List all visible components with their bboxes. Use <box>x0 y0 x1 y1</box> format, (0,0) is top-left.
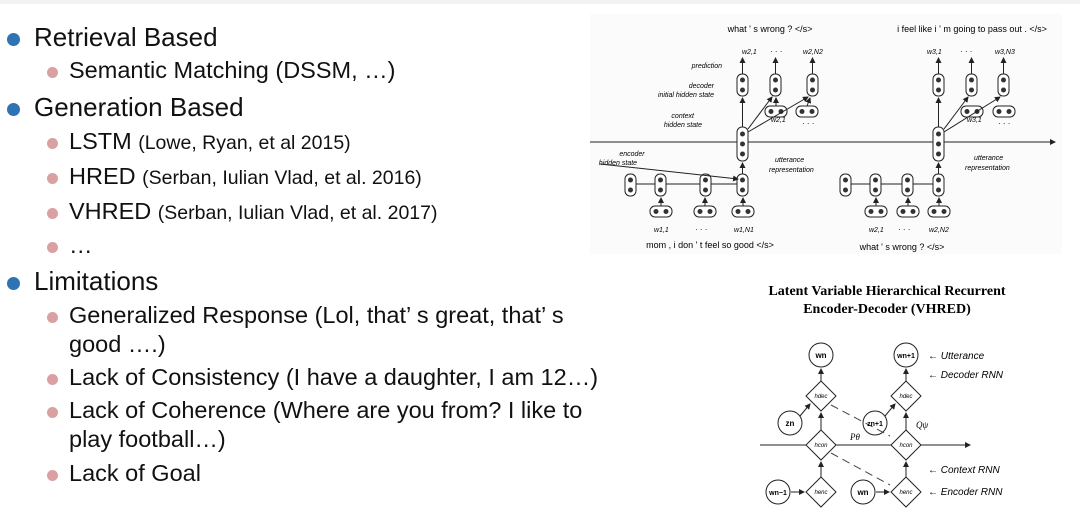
bullet-text: Generalized Response (Lol, that’ s great… <box>69 302 564 328</box>
hred-dots: · · · <box>802 119 814 128</box>
hred-prediction-label: prediction <box>691 63 722 70</box>
vhred-zn: zn <box>786 419 795 428</box>
vhred-zn1: zn+1 <box>867 421 883 428</box>
hred-utt-bot-right: what ' s wrong ? </s> <box>859 242 945 252</box>
vhred-utterance-label: ← Utterance <box>928 351 985 362</box>
bullet-item: good ….) <box>69 331 166 358</box>
vhred-qpsi: Qψ <box>916 420 928 430</box>
hred-utt-top-left: what ' s wrong ? </s> <box>727 24 813 34</box>
hred-context-label-2: hidden state <box>664 122 702 129</box>
vhred-wn1: wn+1 <box>896 353 915 360</box>
bullet-text: play football…) <box>69 426 226 452</box>
vhred-title-line2: Encoder-Decoder (VHRED) <box>803 302 971 317</box>
hred-w31-mid: w3,1 <box>967 117 982 124</box>
hred-dots: · · · <box>770 47 782 56</box>
bullet-text: Generation Based <box>34 92 244 122</box>
bullet-citation: (Serban, Iulian Vlad, et al. 2016) <box>142 167 422 189</box>
bullet-item: HRED (Serban, Iulian Vlad, et al. 2016) <box>69 163 422 190</box>
vhred-diagram: Latent Variable Hierarchical Recurrent E… <box>730 278 1050 510</box>
hred-w21-mid: w2,1 <box>771 117 786 124</box>
bullet-text: good ….) <box>69 331 166 357</box>
hred-w3n: w3,N3 <box>995 49 1015 56</box>
bullet-dot-icon <box>47 374 58 385</box>
bullet-citation: (Serban, Iulian Vlad, et al. 2017) <box>157 202 438 224</box>
bullet-text: Lack of Coherence (Where are you from? I… <box>69 397 583 423</box>
bullet-text: VHRED <box>69 198 158 224</box>
hred-w11: w1,1 <box>654 227 669 234</box>
vhred-hcon: hcon <box>814 443 828 449</box>
vhred-wn: wn <box>814 351 826 360</box>
vhred-hdec-2: hdec <box>899 394 912 400</box>
bullet-item: LSTM (Lowe, Ryan, et al 2015) <box>69 128 351 155</box>
vhred-henc-2: henc <box>899 490 912 496</box>
bullet-text: Semantic Matching (DSSM, …) <box>69 57 396 83</box>
bullet-item: Lack of Consistency (I have a daughter, … <box>69 364 598 391</box>
hred-w2n-bot: w2,N2 <box>929 227 949 234</box>
vhred-encoder-rnn-label: ← Encoder RNN <box>928 487 1003 498</box>
bullet-item: VHRED (Serban, Iulian Vlad, et al. 2017) <box>69 198 437 225</box>
bullet-dot-icon <box>47 67 58 78</box>
bullet-item: play football…) <box>69 426 226 453</box>
vhred-title-line1: Latent Variable Hierarchical Recurrent <box>768 284 1005 299</box>
bullet-text: HRED <box>69 163 143 189</box>
hred-utterance-label-r: utterance <box>974 155 1003 162</box>
bullet-item: Lack of Goal <box>69 460 201 487</box>
hred-encoder-label: encoder <box>619 151 645 158</box>
vhred-context-rnn-label: ← Context RNN <box>928 465 1000 476</box>
bullet-item: … <box>69 232 93 259</box>
hred-diagram: what ' s wrong ? </s> i feel like i ' m … <box>590 14 1062 254</box>
hred-decoder-label: decoder <box>689 83 715 90</box>
hred-utt-top-right: i feel like i ' m going to pass out . </… <box>897 24 1047 34</box>
vhred-hcon-2: hcon <box>899 443 913 449</box>
hred-utterance-label-r2: representation <box>965 165 1010 172</box>
bullet-dot-icon <box>47 208 58 219</box>
bullet-heading: Limitations <box>34 266 158 297</box>
hred-dots: · · · <box>998 119 1010 128</box>
hred-utterance-label: utterance <box>775 157 804 164</box>
bullet-text: Lack of Goal <box>69 460 201 486</box>
bullet-item: Generalized Response (Lol, that’ s great… <box>69 302 564 329</box>
bullet-dot-icon <box>7 277 20 290</box>
bullet-heading: Retrieval Based <box>34 22 218 53</box>
bullet-text: Limitations <box>34 266 159 296</box>
hred-w21-top: w2,1 <box>742 49 757 56</box>
hred-w31-top: w3,1 <box>927 49 942 56</box>
bullet-text: … <box>69 232 93 258</box>
bullet-dot-icon <box>47 138 58 149</box>
vhred-decoder-rnn-label: ← Decoder RNN <box>928 370 1004 381</box>
bullet-text: Retrieval Based <box>34 22 218 52</box>
hred-dots: · · · <box>695 225 707 234</box>
bullet-dot-icon <box>47 242 58 253</box>
vhred-henc: henc <box>814 490 827 496</box>
bullet-text: Lack of Consistency (I have a daughter, … <box>69 364 599 390</box>
vhred-wn-bottom: wn <box>856 488 868 497</box>
hred-context-label: context <box>671 113 695 120</box>
vhred-diagram-svg: Latent Variable Hierarchical Recurrent E… <box>760 284 1006 508</box>
bullet-item: Semantic Matching (DSSM, …) <box>69 57 395 84</box>
bullet-citation: (Lowe, Ryan, et al 2015) <box>138 132 351 154</box>
hred-w2n: w2,N2 <box>803 49 823 56</box>
hred-w1n: w1,N1 <box>734 227 754 234</box>
bullet-dot-icon <box>47 173 58 184</box>
hred-w21-bot: w2,1 <box>869 227 884 234</box>
vhred-wnm1: wn−1 <box>768 490 787 497</box>
bullet-dot-icon <box>47 312 58 323</box>
hred-dots: · · · <box>898 225 910 234</box>
top-border <box>0 0 1080 4</box>
bullet-dot-icon <box>7 33 20 46</box>
bullet-dot-icon <box>7 103 20 116</box>
hred-dots: · · · <box>960 47 972 56</box>
hred-utt-bot-left: mom , i don ' t feel so good </s> <box>646 240 774 250</box>
hred-diagram-svg: what ' s wrong ? </s> i feel like i ' m … <box>590 24 1056 252</box>
bullet-text: LSTM <box>69 128 139 154</box>
bullet-dot-icon <box>47 470 58 481</box>
vhred-hdec: hdec <box>814 394 827 400</box>
hred-utterance-label-2: representation <box>769 167 814 174</box>
bullet-dot-icon <box>47 407 58 418</box>
vhred-ptheta: Pθ <box>849 432 860 442</box>
bullet-heading: Generation Based <box>34 92 244 123</box>
hred-decoder-label-2: initial hidden state <box>658 92 714 99</box>
bullet-item: Lack of Coherence (Where are you from? I… <box>69 397 582 424</box>
hred-encoder-label-2: hidden state <box>599 160 637 167</box>
